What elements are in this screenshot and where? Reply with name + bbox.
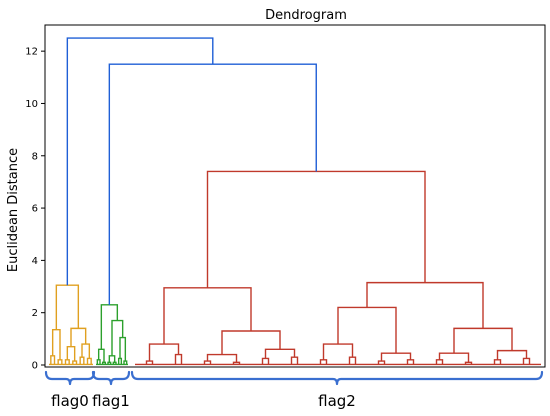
dendrogram-link — [438, 352, 470, 363]
plot-frame — [44, 24, 546, 368]
dendrogram-link — [264, 348, 296, 359]
dendrogram-link — [86, 357, 92, 365]
dendrogram-link — [145, 360, 154, 365]
dendrogram-link — [232, 361, 241, 365]
dendrogram-link — [348, 356, 357, 365]
dendrogram-link — [108, 63, 317, 305]
dendrogram-link — [322, 343, 354, 360]
dendrogram-link — [100, 304, 119, 350]
dendrogram-link — [464, 361, 473, 365]
dendrogram-link — [206, 170, 426, 288]
cluster-label-flag0: flag0 — [51, 392, 89, 410]
y-axis-label: Euclidean Distance — [6, 148, 21, 272]
y-tick-label: 4 — [32, 256, 38, 267]
y-tick-label: 6 — [32, 204, 38, 215]
dendrogram-link — [377, 360, 386, 365]
dendrogram-link — [380, 352, 412, 362]
cluster-braces: flag0 flag1 flag2 — [44, 370, 544, 410]
dendrogram-link — [148, 343, 180, 362]
dendrogram-link — [79, 356, 85, 365]
y-axis-ticks: 0 2 4 6 8 10 12 — [25, 47, 45, 372]
y-tick-label: 2 — [32, 308, 38, 319]
dendrogram-link — [290, 356, 299, 365]
y-tick-label: 0 — [32, 361, 38, 372]
dendrogram-link — [117, 357, 123, 365]
cluster-brace — [91, 370, 131, 386]
y-tick-label: 10 — [25, 99, 38, 110]
chart-title: Dendrogram — [265, 8, 347, 23]
dendrogram-link — [174, 353, 183, 365]
dendrogram-link — [119, 336, 127, 362]
dendrogram-link — [97, 348, 105, 363]
cluster-label-flag1: flag1 — [92, 392, 130, 410]
dendrogram-link — [107, 361, 112, 365]
dendrogram-link — [55, 284, 80, 330]
dendrogram-link — [101, 361, 107, 365]
y-tick-label: 8 — [32, 151, 38, 162]
dendrogram-link — [261, 357, 270, 365]
dendrogram-link — [50, 355, 56, 365]
dendrogram-link — [522, 357, 531, 365]
dendrogram-link — [72, 360, 78, 365]
dendrogram-link — [123, 360, 128, 365]
dendrogram-link — [206, 353, 238, 363]
dendrogram-link — [81, 343, 91, 359]
dendrogram-link — [337, 306, 397, 354]
cluster-brace — [130, 370, 544, 386]
dendrogram-link — [163, 287, 252, 345]
dendrogram-links — [49, 37, 541, 366]
dendrogram-link — [70, 327, 87, 347]
dendrogram-link — [496, 349, 528, 360]
dendrogram-link — [453, 327, 513, 354]
cluster-label-flag2: flag2 — [318, 392, 356, 410]
dendrogram-link — [66, 37, 214, 286]
dendrogram-link — [66, 345, 76, 362]
dendrogram-link — [221, 330, 281, 355]
dendrogram-link — [112, 361, 117, 365]
dendrogram-link — [366, 281, 484, 329]
dendrogram-link — [108, 355, 116, 363]
cluster-brace — [44, 370, 96, 386]
y-tick-label: 12 — [25, 47, 38, 58]
dendrogram-link — [203, 360, 212, 365]
